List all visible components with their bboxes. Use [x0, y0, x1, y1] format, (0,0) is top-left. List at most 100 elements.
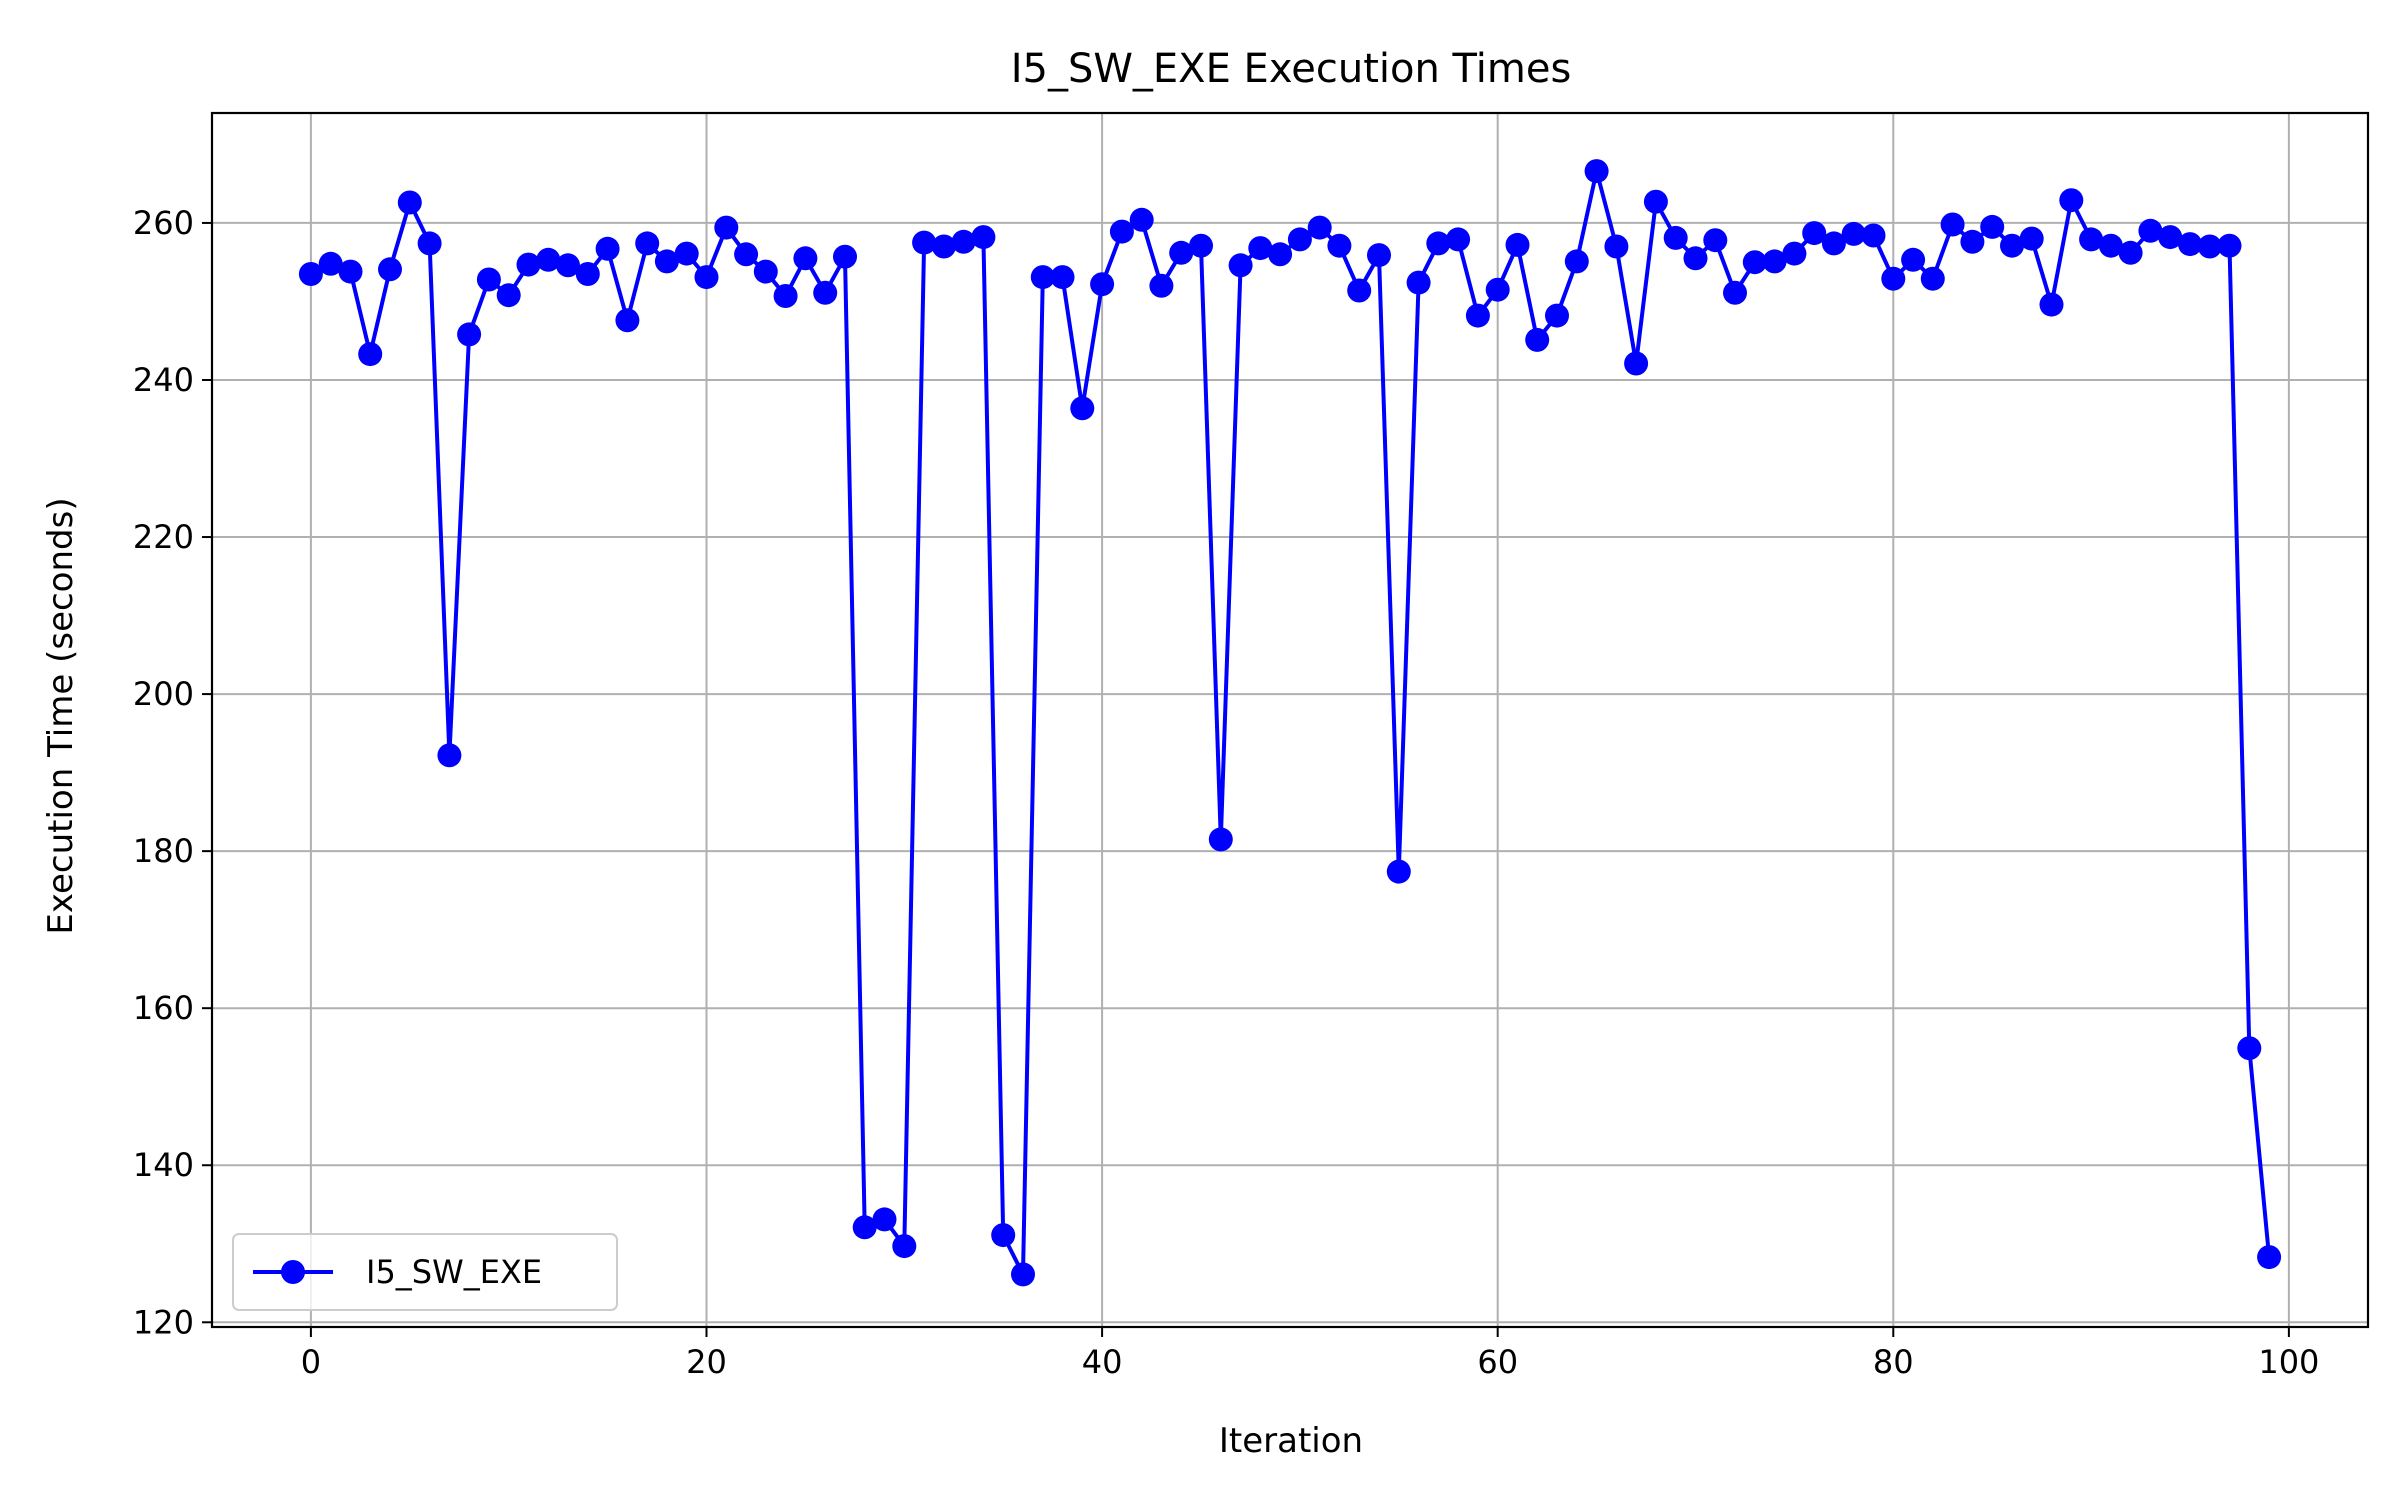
data-point: [1367, 243, 1391, 268]
plot-area-frame: [210, 111, 2370, 1329]
data-point: [912, 230, 937, 255]
data-point: [2178, 232, 2202, 257]
y-tick-label: 140: [133, 1146, 194, 1184]
data-point: [2257, 1245, 2282, 1270]
series-layer: [298, 159, 2282, 1287]
data-point: [793, 246, 818, 271]
x-tick-label: 80: [1873, 1343, 1914, 1381]
data-point: [2098, 233, 2123, 258]
data-point: [358, 342, 383, 367]
data-point: [397, 190, 422, 215]
data-point: [536, 247, 561, 272]
data-point: [1011, 1262, 1035, 1287]
data-point: [991, 1223, 1016, 1248]
data-point: [833, 244, 857, 269]
data-point: [1505, 232, 1530, 257]
data-point: [1426, 231, 1451, 256]
y-axis-label: Execution Time (seconds): [41, 497, 81, 934]
data-point: [1287, 227, 1312, 252]
data-point: [1307, 215, 1332, 240]
data-point: [556, 253, 580, 278]
data-point: [1228, 253, 1253, 278]
data-point: [378, 257, 402, 282]
data-point: [1129, 207, 1154, 232]
data-point: [1169, 240, 1194, 265]
y-axis-ticks: 120 140 160 180 200 220 240 260: [133, 204, 212, 1341]
data-point: [1782, 241, 1807, 266]
data-point: [1564, 249, 1589, 274]
data-point: [1663, 225, 1688, 250]
data-point: [1604, 234, 1629, 259]
y-tick-label: 240: [133, 361, 194, 399]
data-point: [1189, 233, 1213, 258]
data-point: [437, 743, 462, 768]
data-point: [615, 308, 640, 333]
y-tick-label: 180: [133, 832, 194, 870]
data-point: [1545, 303, 1569, 328]
chart-legend: I5_SW_EXE: [232, 1233, 618, 1311]
data-point: [2237, 1036, 2262, 1061]
data-point: [338, 259, 363, 284]
data-point: [1723, 280, 1747, 305]
data-point: [951, 229, 976, 254]
data-point: [2039, 292, 2064, 317]
data-point: [496, 283, 521, 308]
grid-lines: [212, 113, 2368, 1327]
y-tick-label: 200: [133, 675, 194, 713]
data-point: [1050, 265, 1075, 290]
data-point: [1030, 265, 1055, 290]
data-point: [2000, 233, 2024, 258]
data-point: [457, 322, 482, 347]
data-point: [1881, 266, 1906, 291]
data-point: [1327, 233, 1352, 258]
data-point: [1643, 189, 1668, 214]
data-point: [575, 262, 600, 286]
data-point: [1485, 277, 1510, 302]
data-point: [318, 251, 343, 276]
x-tick-label: 20: [686, 1343, 727, 1381]
data-point: [2019, 226, 2044, 251]
data-point: [2158, 225, 2183, 250]
x-tick-label: 0: [301, 1343, 321, 1381]
data-point: [476, 267, 501, 292]
x-axis-label: Iteration: [1219, 1421, 1363, 1461]
data-point: [1821, 231, 1846, 256]
data-point: [872, 1207, 897, 1232]
data-point: [1920, 266, 1945, 291]
data-point: [2138, 218, 2163, 243]
data-point: [852, 1215, 877, 1240]
data-point: [516, 252, 541, 277]
data-point: [1347, 278, 1372, 303]
data-point: [1980, 214, 2005, 239]
y-tick-label: 160: [133, 989, 194, 1027]
x-tick-label: 40: [1082, 1343, 1123, 1381]
data-point: [1446, 227, 1471, 252]
data-point: [1802, 221, 1827, 246]
data-point: [1683, 246, 1708, 271]
data-point: [2059, 188, 2084, 213]
data-point: [654, 249, 679, 274]
data-point: [734, 242, 759, 267]
x-tick-label: 60: [1477, 1343, 1518, 1381]
data-point: [2217, 233, 2242, 258]
data-point: [971, 225, 996, 250]
data-point: [773, 284, 798, 308]
data-point: [1525, 327, 1550, 352]
data-point: [674, 241, 699, 266]
data-point: [1149, 273, 1174, 298]
legend-series-label: I5_SW_EXE: [366, 1253, 542, 1291]
data-point: [1624, 351, 1649, 376]
data-point: [1742, 250, 1767, 275]
data-point: [753, 259, 778, 284]
data-point: [1070, 396, 1095, 421]
data-point: [892, 1234, 917, 1259]
chart-title: I5_SW_EXE Execution Times: [1011, 46, 1572, 92]
series-line: [309, 169, 2272, 1277]
data-point: [813, 280, 838, 305]
data-point: [694, 265, 719, 290]
data-point: [595, 236, 620, 261]
data-point: [417, 231, 442, 256]
data-point: [2079, 227, 2104, 252]
